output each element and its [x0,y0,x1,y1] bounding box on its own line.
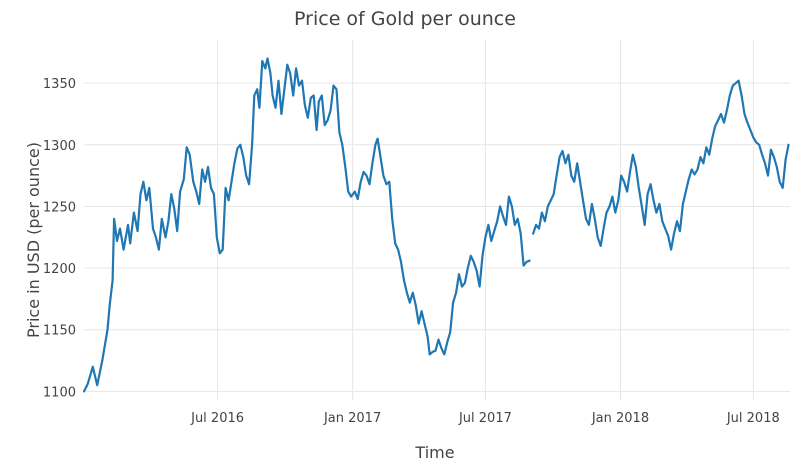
price-line-segment [532,79,790,251]
y-gridlines [84,82,790,392]
x-tick-label: Jul 2018 [726,411,780,426]
y-tick-label: 1300 [43,139,76,154]
y-tick-labels: 1100 1150 1200 1250 1300 1350 [43,77,76,400]
x-tick-label: Jan 2018 [591,411,649,426]
y-tick-label: 1350 [43,77,76,92]
price-series [82,57,790,393]
y-tick-label: 1100 [43,385,76,400]
chart-title: Price of Gold per ounce [294,8,516,30]
x-gridlines [217,40,754,400]
y-axis-title: Price in USD (per ounce) [24,142,43,338]
y-tick-label: 1200 [43,262,76,277]
y-tick-label: 1150 [43,324,76,339]
x-tick-label: Jul 2017 [458,411,512,426]
x-axis-title: Time [414,443,454,462]
y-tick-label: 1250 [43,200,76,215]
price-line-segment [82,57,531,393]
x-tick-label: Jan 2017 [323,411,381,426]
x-tick-labels: Jul 2016 Jan 2017 Jul 2017 Jan 2018 Jul 2018 [190,411,780,426]
x-tick-label: Jul 2016 [190,411,244,426]
